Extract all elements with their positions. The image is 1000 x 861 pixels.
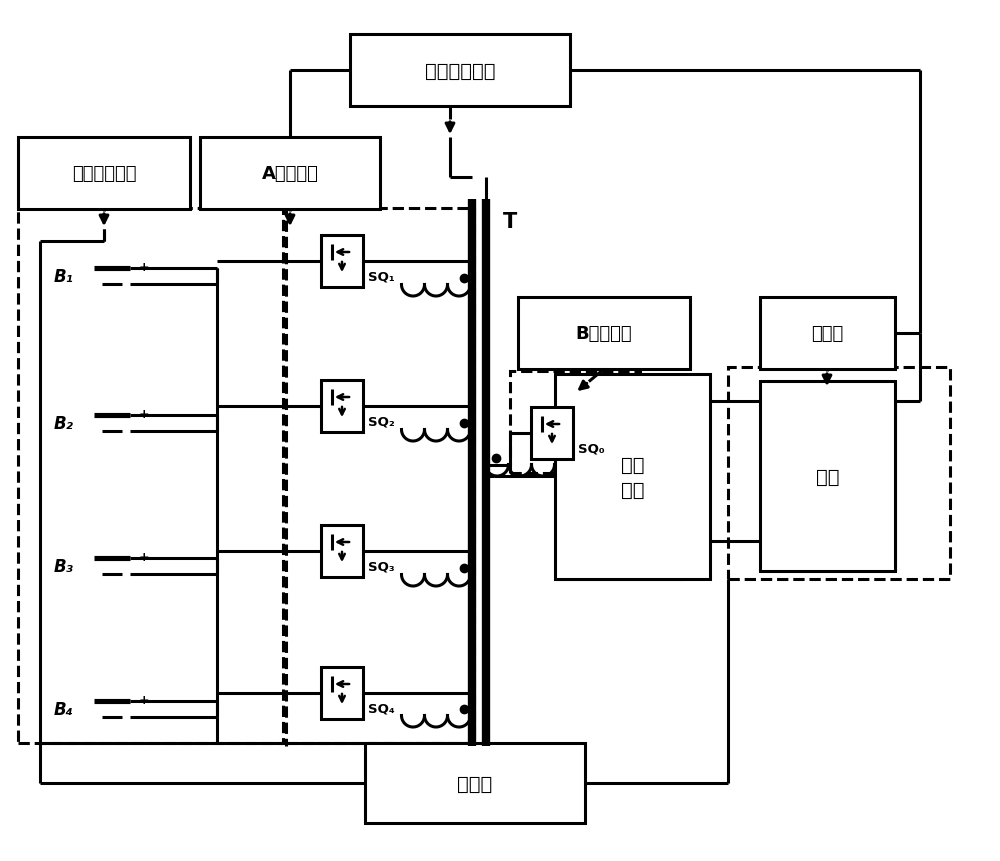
Text: 输出侧: 输出侧 <box>811 325 844 343</box>
Bar <box>555 375 710 579</box>
Text: B₄: B₄ <box>54 700 74 718</box>
Bar <box>200 138 380 210</box>
Text: A组开关管: A组开关管 <box>262 164 318 183</box>
Bar <box>350 35 570 107</box>
Text: SQ₂: SQ₂ <box>368 416 395 429</box>
Bar <box>321 667 363 719</box>
Text: 电池单元模块: 电池单元模块 <box>72 164 136 183</box>
Bar <box>518 298 690 369</box>
Text: SQ₃: SQ₃ <box>368 561 395 573</box>
Bar <box>321 236 363 288</box>
Text: B₃: B₃ <box>54 557 74 575</box>
Text: SQ₄: SQ₄ <box>368 703 395 715</box>
Text: B₁: B₁ <box>54 268 74 286</box>
Text: +: + <box>139 260 150 273</box>
Text: B组开关管: B组开关管 <box>576 325 632 343</box>
Bar <box>365 743 585 823</box>
Text: 多绕组变压器: 多绕组变压器 <box>425 61 495 80</box>
Text: B₂: B₂ <box>54 414 74 432</box>
Text: SQ₀: SQ₀ <box>578 443 605 455</box>
Text: SQ₁: SQ₁ <box>368 270 395 283</box>
Text: 负载: 负载 <box>816 467 839 486</box>
Text: 滤波
模块: 滤波 模块 <box>621 455 644 499</box>
Text: T: T <box>503 212 517 232</box>
Text: 控制器: 控制器 <box>457 773 493 793</box>
Text: +: + <box>139 550 150 563</box>
Bar <box>510 372 640 474</box>
Bar <box>760 381 895 572</box>
Text: +: + <box>139 693 150 706</box>
Bar <box>18 208 283 743</box>
Bar <box>760 298 895 369</box>
Bar <box>321 525 363 578</box>
Bar <box>321 381 363 432</box>
Bar <box>531 407 573 460</box>
Bar <box>728 368 950 579</box>
Bar <box>286 208 474 743</box>
Text: +: + <box>139 407 150 420</box>
Bar <box>18 138 190 210</box>
